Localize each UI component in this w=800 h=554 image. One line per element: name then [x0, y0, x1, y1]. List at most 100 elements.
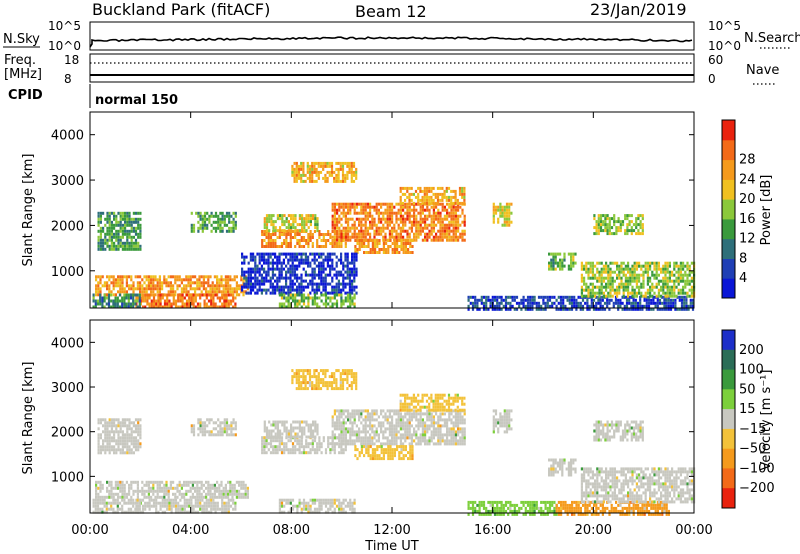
power-cell	[386, 202, 389, 206]
power-cell	[510, 211, 513, 215]
power-cell	[249, 273, 252, 277]
velocity-cell	[183, 501, 186, 505]
power-cell	[367, 245, 370, 248]
velocity-cell	[200, 480, 203, 484]
power-cell	[508, 214, 511, 218]
power-cell	[351, 202, 354, 206]
power-cell	[598, 294, 601, 298]
power-cell	[247, 276, 250, 280]
power-cell	[375, 232, 378, 236]
power-cell	[298, 261, 301, 265]
power-cell	[283, 220, 286, 224]
power-cell	[132, 284, 135, 288]
velocity-cell	[336, 409, 339, 413]
power-cell	[391, 251, 394, 254]
power-cell	[316, 302, 319, 306]
power-cell	[406, 235, 409, 239]
power-cell	[430, 195, 433, 199]
power-cell	[225, 214, 229, 218]
power-cell	[635, 220, 638, 224]
power-cell	[683, 295, 686, 299]
power-colorbar-segment	[722, 218, 735, 240]
power-cell	[221, 302, 224, 306]
power-cell	[340, 291, 343, 295]
power-cell	[391, 229, 394, 233]
velocity-cell	[362, 424, 365, 428]
power-cell	[314, 226, 317, 230]
power-cell	[421, 217, 424, 221]
velocity-cell	[384, 430, 387, 434]
power-cell	[430, 217, 433, 221]
power-cell	[150, 287, 153, 291]
power-cell	[556, 252, 559, 256]
power-cell	[317, 164, 320, 168]
power-cell	[309, 291, 312, 295]
power-cell	[342, 208, 345, 212]
power-cell	[615, 226, 618, 230]
power-cell	[382, 229, 385, 233]
velocity-cell	[231, 495, 234, 499]
velocity-cell	[97, 495, 100, 499]
velocity-cell	[152, 483, 155, 487]
power-cell	[642, 294, 645, 298]
power-cell	[413, 208, 416, 212]
power-cell	[116, 305, 119, 309]
power-cell	[243, 276, 246, 280]
power-cell	[335, 285, 338, 289]
power-cell	[436, 198, 440, 202]
power-cell	[306, 164, 309, 168]
power-cell	[651, 288, 654, 292]
power-cell	[617, 220, 620, 224]
power-cell	[503, 214, 506, 218]
power-cell	[678, 298, 681, 302]
velocity-cell	[406, 424, 409, 428]
power-cell	[132, 305, 135, 309]
power-cell	[669, 298, 673, 302]
power-cell	[635, 282, 638, 286]
power-cell	[168, 302, 171, 306]
power-cell	[146, 293, 149, 297]
power-cell	[342, 285, 345, 289]
velocity-cell	[366, 415, 369, 419]
power-cell	[104, 247, 107, 251]
power-cell	[302, 299, 306, 303]
velocity-cell	[143, 489, 146, 493]
velocity-cell	[218, 489, 221, 493]
power-cell	[353, 288, 356, 292]
power-cell	[395, 220, 398, 224]
power-cell	[205, 296, 208, 300]
power-cell	[602, 276, 605, 280]
power-cell	[654, 304, 657, 308]
power-cell	[651, 294, 654, 298]
power-cell	[335, 293, 339, 297]
power-cell	[110, 235, 113, 239]
power-cell	[388, 220, 391, 224]
power-cell	[224, 284, 227, 288]
power-cell	[364, 229, 367, 233]
velocity-cell	[194, 495, 197, 499]
power-cell	[97, 214, 100, 218]
power-colorbar-segment	[722, 159, 735, 180]
power-cell	[309, 220, 312, 224]
power-cell	[640, 285, 643, 289]
power-cell	[671, 294, 674, 298]
velocity-cell	[114, 486, 117, 490]
power-cell	[664, 261, 667, 265]
power-cell	[650, 301, 653, 305]
power-cell	[341, 173, 345, 177]
power-cell	[645, 304, 648, 308]
power-cell	[660, 279, 663, 283]
power-cell	[317, 161, 320, 165]
power-cell	[147, 275, 150, 279]
power-cell	[115, 235, 118, 239]
power-cell	[276, 288, 279, 292]
velocity-cell	[397, 418, 400, 422]
power-cell	[535, 307, 538, 311]
power-cell	[143, 290, 146, 294]
velocity-cell	[313, 451, 317, 455]
power-cell	[265, 288, 268, 292]
power-cell	[353, 229, 356, 233]
power-cell	[311, 296, 314, 300]
power-cell	[439, 214, 442, 218]
power-cell	[443, 226, 446, 230]
